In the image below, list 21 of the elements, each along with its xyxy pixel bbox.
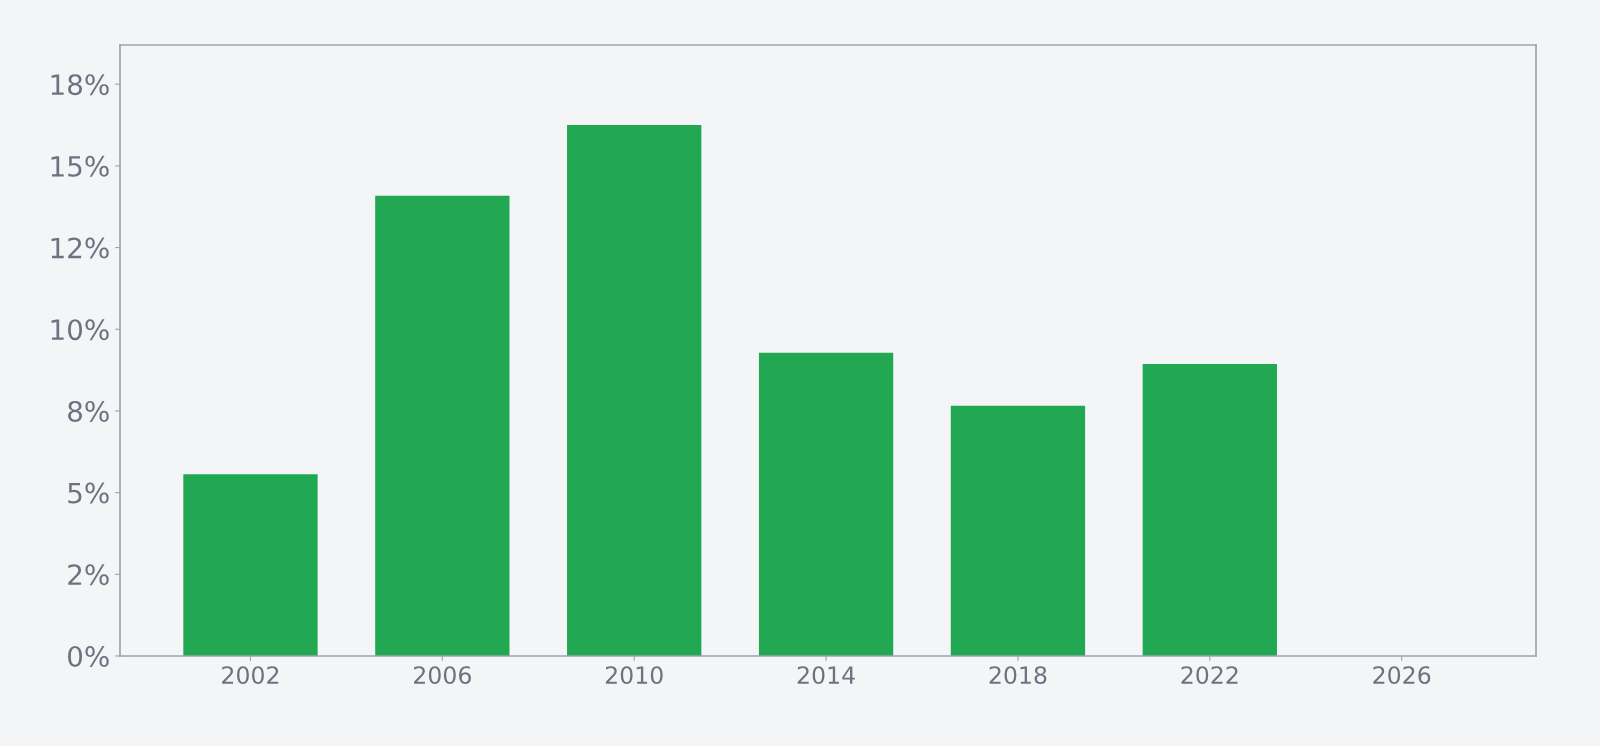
bar (183, 474, 318, 656)
bar (950, 405, 1086, 656)
y-tick-label: 15% (51, 155, 109, 177)
bar (375, 195, 510, 656)
bar (758, 352, 894, 656)
x-tick-label: 2022 (1181, 666, 1238, 684)
y-tick-label: 8% (68, 400, 109, 422)
x-tick-label: 2010 (605, 666, 663, 684)
y-tick-label: 18% (51, 74, 109, 96)
y-tick-label: 5% (68, 482, 109, 504)
y-tick-label: 10% (51, 319, 109, 341)
bar (1142, 363, 1277, 656)
bar (567, 125, 702, 656)
x-tick-label: 2006 (414, 666, 471, 684)
y-tick-label: 12% (51, 237, 109, 259)
x-tick-label: 2018 (989, 666, 1047, 684)
y-tick-label: 0% (68, 645, 109, 667)
x-tick-label: 2026 (1373, 666, 1431, 684)
x-tick-label: 2014 (797, 666, 855, 684)
x-tick-label: 2002 (222, 666, 279, 684)
y-tick-label: 2% (68, 564, 109, 586)
